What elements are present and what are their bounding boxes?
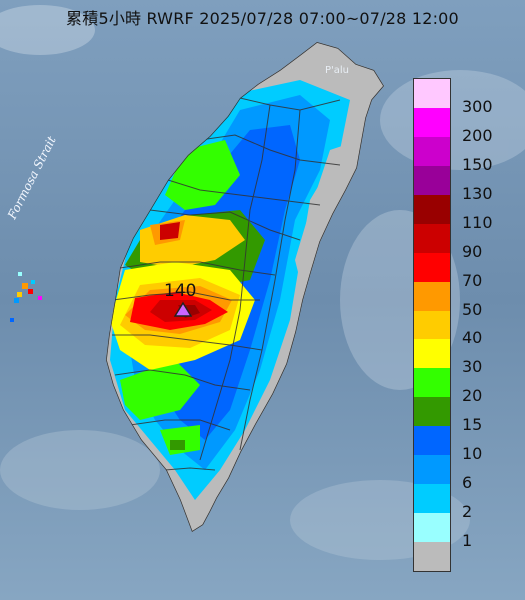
legend-swatch <box>414 252 450 283</box>
legend-swatch <box>414 223 450 254</box>
legend-colorbar <box>413 78 451 572</box>
legend-label: 20 <box>462 386 483 406</box>
legend-swatch <box>414 484 450 514</box>
legend-label: 200 <box>462 125 493 145</box>
place-label: P'alu <box>325 65 350 76</box>
legend-swatch <box>414 136 450 167</box>
max-value-label: 140 <box>164 281 197 301</box>
legend-swatch <box>414 368 450 398</box>
legend-label: 150 <box>462 154 493 174</box>
map-title: 累積5小時 RWRF 2025/07/28 07:00~07/28 12:00 <box>66 9 459 28</box>
legend-label: 15 <box>462 415 483 435</box>
legend-swatch <box>414 281 450 312</box>
legend-label: 130 <box>462 183 493 203</box>
legend-label: 6 <box>462 473 473 493</box>
legend-swatch <box>414 107 450 138</box>
legend-swatch <box>414 165 450 196</box>
legend-label: 300 <box>462 96 493 116</box>
legend-swatch <box>414 455 450 485</box>
legend-label: 110 <box>462 212 493 232</box>
legend-label: 2 <box>462 502 473 522</box>
legend-label: 1 <box>462 531 473 551</box>
legend-label: 50 <box>462 299 483 319</box>
legend-swatch <box>414 426 450 456</box>
legend-swatch <box>414 194 450 225</box>
legend-label: 70 <box>462 270 483 290</box>
legend-label: 40 <box>462 328 483 348</box>
penghu-echoes <box>10 272 42 322</box>
legend-swatch <box>414 397 450 427</box>
legend-swatch <box>414 542 450 572</box>
legend-label: 10 <box>462 444 483 464</box>
legend-swatch <box>414 339 450 369</box>
legend-label: 30 <box>462 357 483 377</box>
legend-swatch <box>414 513 450 543</box>
legend-label: 90 <box>462 241 483 261</box>
triangle-icon <box>173 301 193 317</box>
legend-swatch <box>414 79 450 109</box>
legend-swatch <box>414 310 450 340</box>
